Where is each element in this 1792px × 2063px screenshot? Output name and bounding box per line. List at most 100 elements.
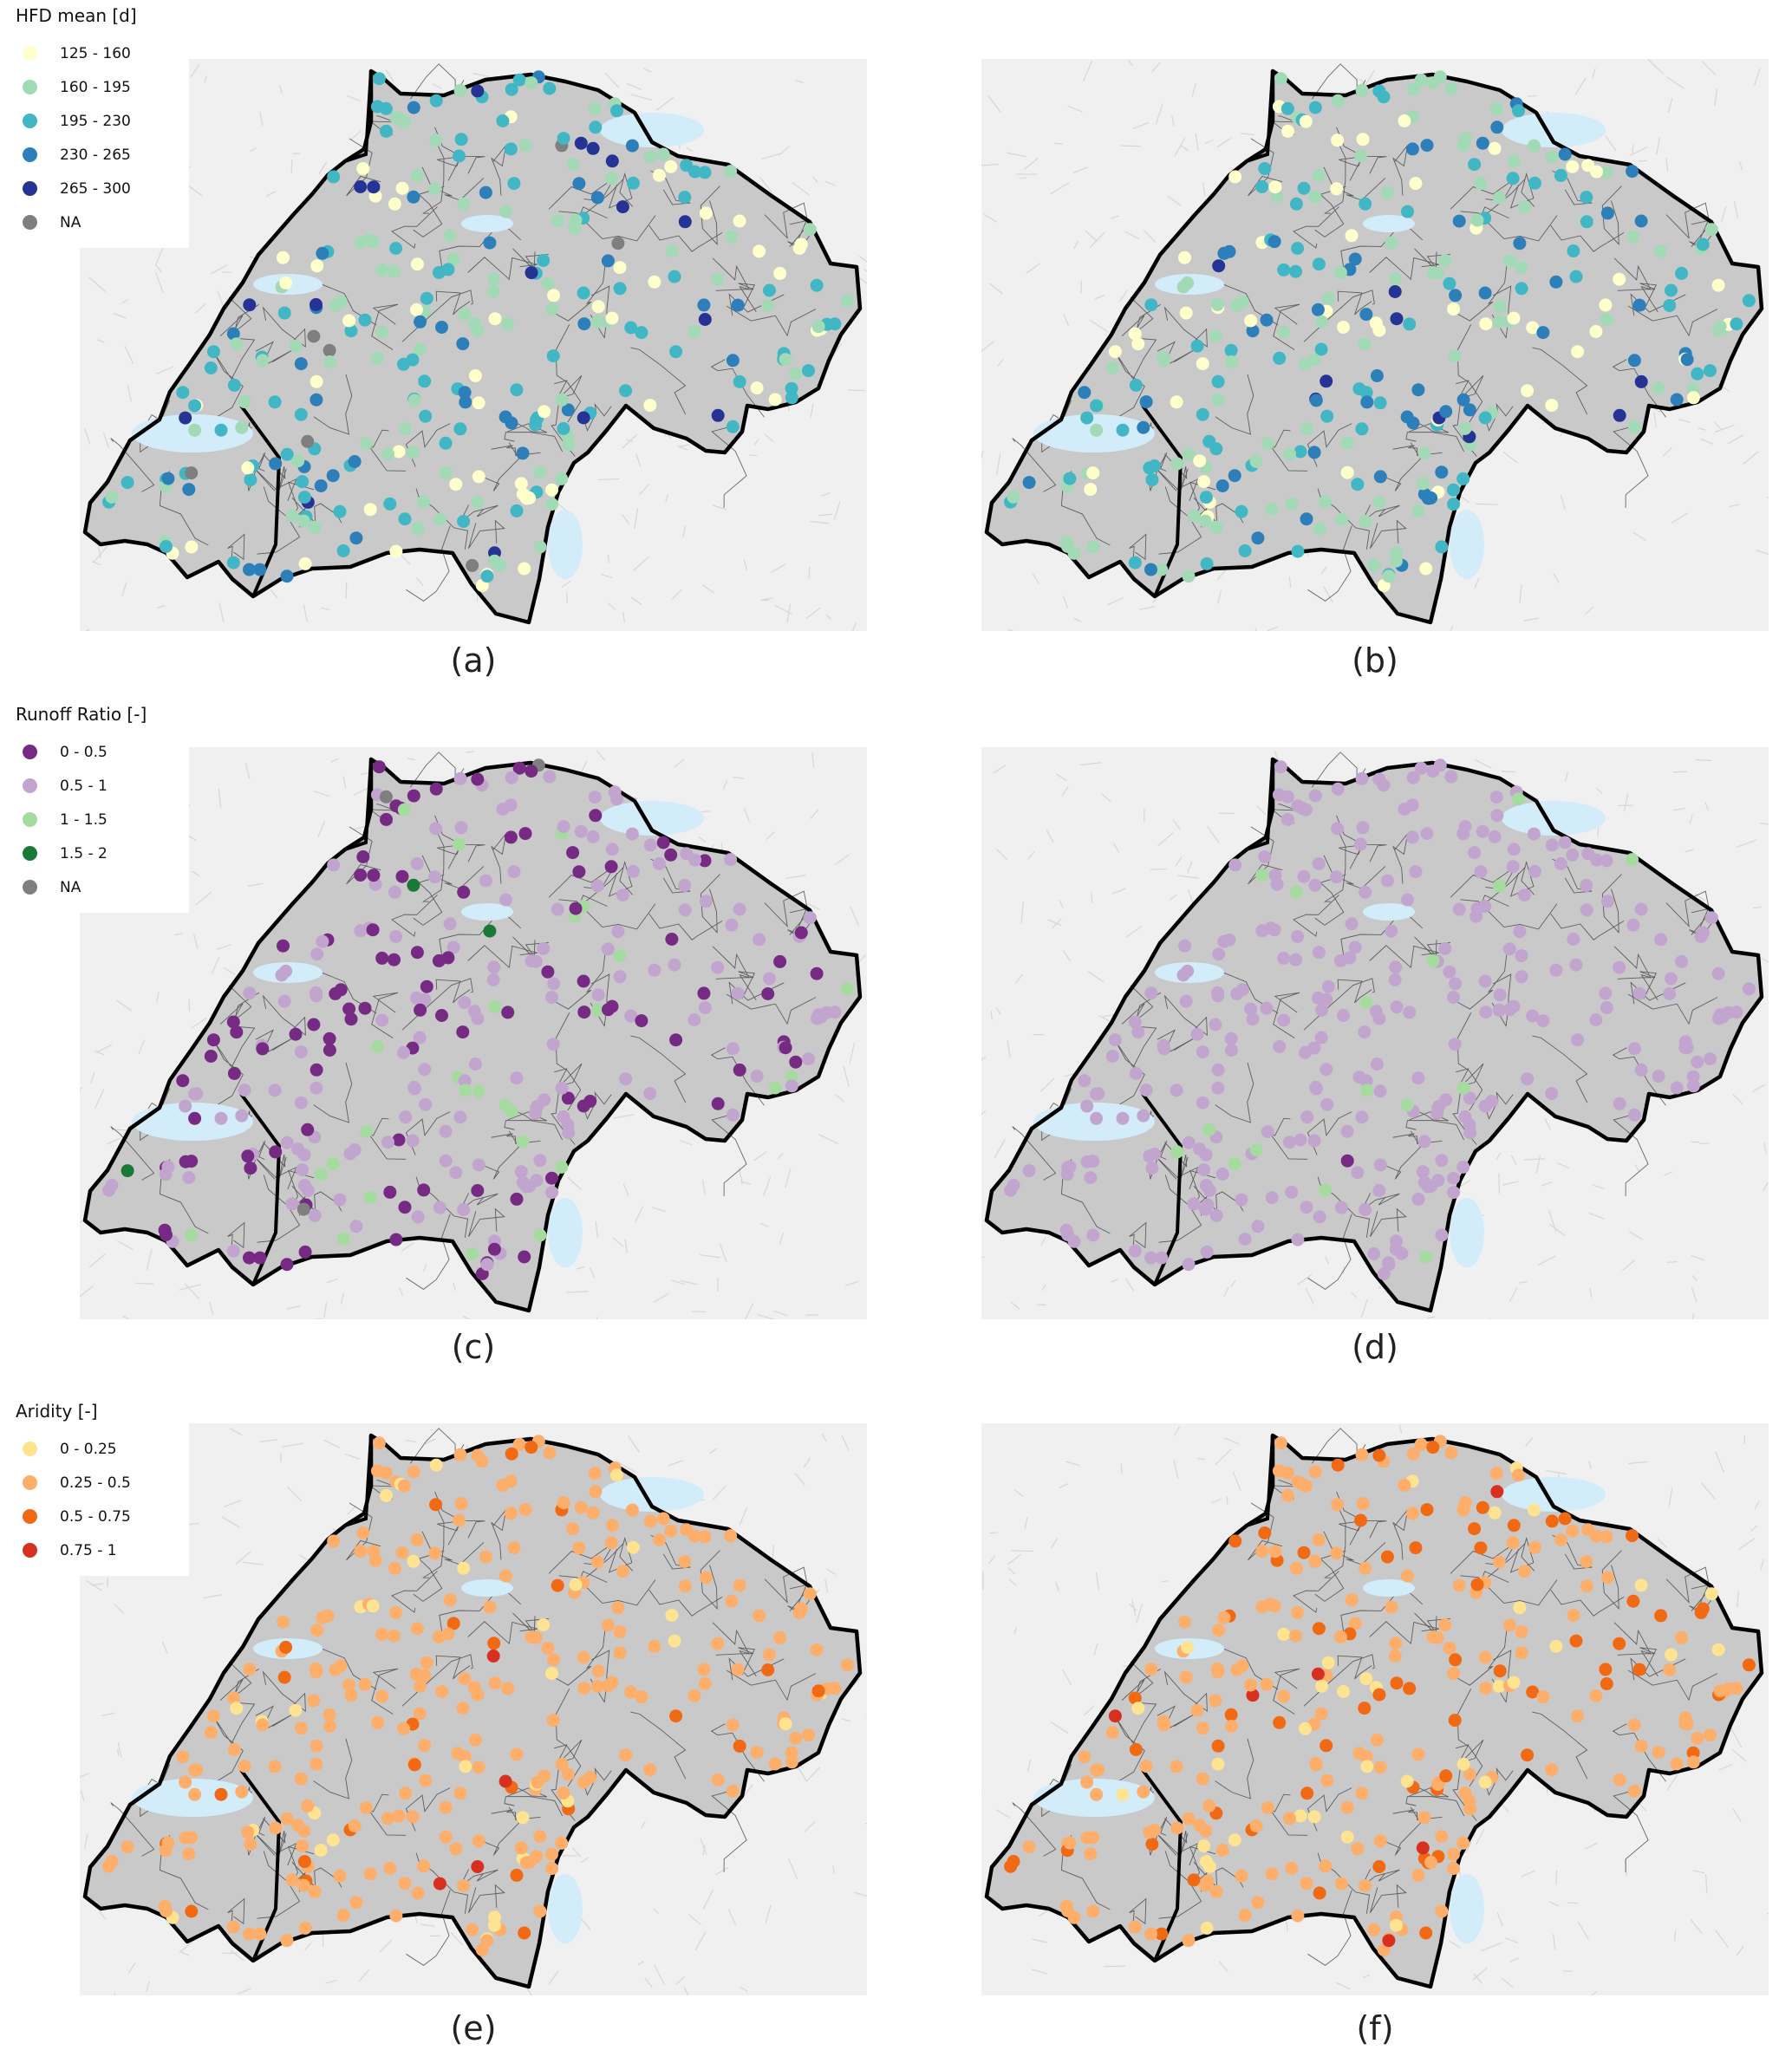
station-point: [1181, 964, 1195, 978]
map-panel: [80, 59, 867, 631]
station-point: [624, 1009, 638, 1023]
station-point: [206, 345, 220, 359]
station-points: [102, 1435, 854, 1956]
station-point: [185, 1904, 199, 1918]
station-point: [555, 1757, 569, 1771]
station-point: [411, 1210, 425, 1224]
station-point: [546, 1714, 560, 1728]
station-point: [504, 830, 518, 844]
station-point: [1449, 977, 1463, 991]
station-point: [1398, 803, 1411, 816]
station-point: [604, 172, 618, 185]
station-point: [472, 1158, 485, 1172]
station-point: [504, 142, 518, 156]
station-point: [1730, 1682, 1743, 1695]
station-point: [763, 283, 776, 297]
station-point: [1144, 1927, 1157, 1941]
station-point: [496, 803, 510, 816]
station-point: [664, 159, 678, 173]
station-point: [1373, 1834, 1387, 1848]
station-point: [1627, 1718, 1641, 1732]
station-point: [768, 393, 782, 407]
station-point: [1007, 1179, 1020, 1192]
station-point: [399, 422, 413, 436]
station-point: [1311, 991, 1325, 1005]
station-point: [389, 242, 403, 255]
station-point: [1456, 1757, 1470, 1771]
station-point: [551, 1578, 564, 1592]
station-point: [1426, 76, 1440, 90]
station-point: [1626, 165, 1639, 179]
station-point: [241, 461, 255, 475]
station-point: [1670, 1757, 1684, 1771]
legend-label: 195 - 230: [60, 112, 131, 130]
station-point: [1507, 1519, 1521, 1533]
station-point: [1416, 477, 1430, 491]
station-point: [446, 1617, 460, 1630]
station-point: [1424, 1180, 1438, 1193]
station-point: [1080, 1099, 1094, 1113]
station-point: [1090, 1787, 1104, 1801]
station-point: [238, 1760, 251, 1773]
station-point: [1170, 1084, 1183, 1097]
station-point: [1086, 1228, 1100, 1242]
station-point: [379, 101, 393, 115]
station-point: [1527, 139, 1541, 153]
station-point: [1224, 355, 1238, 368]
station-point: [1193, 1142, 1207, 1156]
station-point: [1299, 1479, 1313, 1493]
station-point: [1321, 1656, 1335, 1669]
station-point: [1613, 272, 1626, 286]
station-point: [1090, 399, 1104, 413]
station-point: [1686, 381, 1700, 395]
station-point: [1730, 317, 1743, 331]
station-point: [1401, 205, 1414, 218]
station-point: [557, 1786, 570, 1799]
station-point: [185, 1228, 199, 1242]
legend-label: 1.5 - 2: [60, 844, 108, 862]
station-point: [359, 437, 373, 451]
station-point: [1143, 1149, 1157, 1163]
station-point: [1373, 1158, 1387, 1172]
station-point: [308, 1884, 322, 1898]
station-point: [1283, 1812, 1296, 1825]
station-point: [105, 491, 119, 504]
station-point: [604, 1536, 618, 1550]
station-point: [1105, 1726, 1119, 1739]
station-point: [1246, 1689, 1260, 1702]
station-point: [668, 1634, 681, 1648]
station-point: [577, 1099, 590, 1113]
station-point: [1197, 1163, 1211, 1177]
station-point: [731, 298, 745, 312]
station-point: [389, 1233, 403, 1246]
station-point: [1215, 1168, 1229, 1181]
station-point: [577, 317, 591, 331]
station-point: [479, 874, 492, 888]
station-point: [1456, 1081, 1470, 1095]
station-point: [1217, 934, 1231, 948]
station-point: [499, 410, 512, 424]
station-point: [1238, 544, 1252, 557]
station-point: [453, 149, 466, 163]
station-point: [1443, 1641, 1456, 1655]
station-point: [392, 1809, 406, 1823]
station-point: [574, 824, 588, 838]
station-point: [1128, 1244, 1142, 1258]
station-point: [429, 133, 443, 147]
station-point: [1211, 393, 1225, 407]
station-point: [1334, 1201, 1348, 1214]
station-point: [354, 180, 368, 193]
station-point: [1155, 563, 1169, 576]
station-point: [1493, 300, 1507, 314]
station-point: [363, 1867, 377, 1881]
station-point: [1398, 1479, 1411, 1492]
station-point: [371, 1715, 385, 1729]
station-point: [1299, 803, 1313, 817]
station-point: [316, 1611, 329, 1624]
station-point: [398, 1877, 412, 1891]
station-point: [1105, 361, 1119, 374]
station-point: [280, 569, 294, 583]
station-point: [1084, 483, 1098, 497]
station-point: [1084, 1171, 1098, 1185]
station-point: [121, 476, 134, 490]
